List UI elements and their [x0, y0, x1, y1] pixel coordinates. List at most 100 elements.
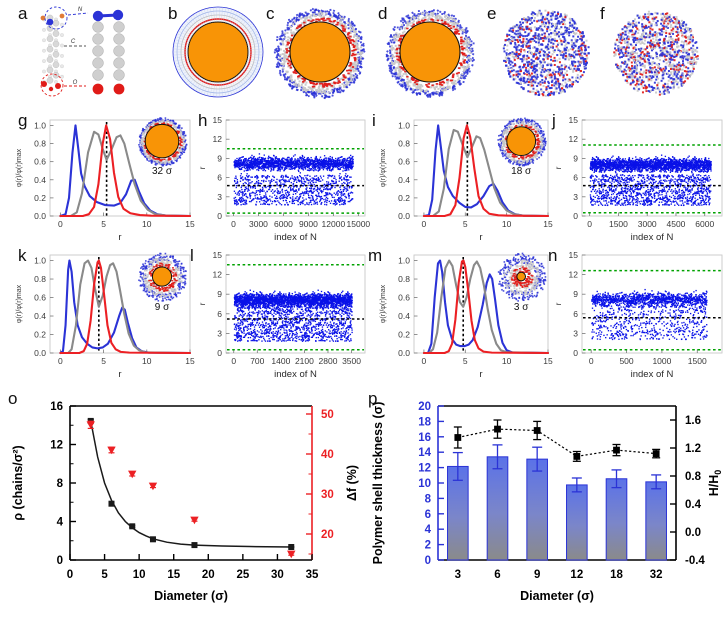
inset-nanoparticle-i — [497, 117, 547, 167]
density-panel-m: 0 5 10 15 r 0.0 0.2 0.4 0.6 0.8 1.0 φ(r)/φ(r)max — [374, 247, 554, 380]
panel-label-p: p — [368, 389, 378, 408]
data-point-cloud — [591, 288, 708, 341]
nanoparticle-f — [613, 10, 699, 96]
overlay-marker — [493, 419, 502, 439]
bar — [566, 477, 588, 561]
svg-text:0.8: 0.8 — [34, 139, 46, 149]
overlay-marker — [533, 420, 542, 441]
density-panel-g: 0 5 10 15 r 0.0 0.2 0.4 0.6 0.8 1.0 φ(r)/φ(r)max — [10, 112, 196, 243]
bar — [447, 451, 469, 561]
series-rho — [87, 417, 295, 551]
svg-text:6: 6 — [217, 173, 222, 183]
svg-text:6000: 6000 — [274, 219, 293, 229]
svg-text:9000: 9000 — [299, 219, 318, 229]
svg-text:3: 3 — [217, 192, 222, 202]
density-curve — [59, 124, 192, 218]
y-axis-label-o: ρ (chains/σ²) — [11, 445, 25, 520]
chart-panel-p: 0 2 4 6 8 10 12 14 16 18 20 Polymer shell thickness… — [366, 392, 728, 616]
svg-text:15: 15 — [185, 219, 195, 229]
overlay-marker — [652, 448, 661, 459]
molecule-structure: N C O — [40, 6, 125, 97]
svg-text:12000: 12000 — [322, 219, 346, 229]
density-curve — [59, 259, 192, 355]
chart-panel-o: 0 5 10 15 20 25 30 35 Diameter (σ) 0 4 8 12 16 ρ (chai… — [6, 392, 364, 616]
y-axis-label: φ(r)/φ(r)max — [16, 284, 23, 323]
svg-text:index of N: index of N — [274, 232, 317, 243]
y-axis-label: φ(r)/φ(r)max — [380, 148, 387, 187]
svg-text:12: 12 — [213, 134, 223, 144]
svg-text:r: r — [118, 232, 121, 243]
panel-label-j: j — [552, 111, 556, 130]
bar — [645, 474, 667, 561]
svg-text:C: C — [71, 39, 76, 45]
density-curve — [422, 124, 550, 218]
scatter-svg-h: 0 3000 6000 9000 12000 15000 index of N 0 3 6 9 12 1… — [197, 115, 371, 243]
y2-axis-label-p: H/H0 — [707, 470, 723, 497]
svg-text:10: 10 — [142, 219, 152, 229]
density-svg-g: 0 5 10 15 r 0.0 0.2 0.4 0.6 0.8 1.0 φ(r)/φ(r)max — [16, 117, 195, 243]
y-axis-label: r — [553, 166, 563, 169]
svg-text:0.0: 0.0 — [34, 211, 46, 221]
density-curve — [422, 124, 550, 218]
nanoparticle-e — [502, 9, 590, 97]
svg-text:0.4: 0.4 — [34, 175, 46, 185]
density-curve — [422, 259, 550, 355]
svg-text:9: 9 — [217, 153, 222, 163]
density-curve — [59, 259, 192, 355]
schematic-row: N C O — [0, 0, 728, 108]
panel-label-g: g — [18, 111, 28, 130]
overlay-marker — [612, 443, 621, 457]
scatter-panel-l: 0 700 1400 2100 2800 3500 index of N 0 3 6 9 12 15 r — [196, 247, 371, 380]
panel-label-b: b — [168, 4, 178, 23]
density-panel-k: 0 5 10 15 r 0.0 0.2 0.4 0.6 0.8 1.0 φ(r)/φ(r)max — [10, 247, 196, 380]
y-axis-label: φ(r)/φ(r)max — [16, 148, 23, 187]
panel-label-n: n — [548, 246, 558, 265]
density-curve — [59, 124, 192, 218]
bar — [605, 469, 628, 561]
inset-size-label: 18 σ — [511, 166, 532, 178]
y-axis-label: r — [197, 302, 207, 305]
svg-text:0.6: 0.6 — [34, 157, 46, 167]
svg-text:N: N — [78, 7, 83, 13]
density-curve — [422, 128, 550, 218]
panel-label-d: d — [378, 4, 388, 23]
y-axis-label: r — [553, 302, 563, 305]
density-curve — [59, 259, 192, 355]
density-curve — [59, 130, 192, 218]
inset-size-label: 32 σ — [151, 166, 173, 178]
density-curve — [422, 259, 550, 355]
svg-text:5: 5 — [101, 219, 106, 229]
data-point-cloud — [589, 154, 712, 207]
panel-label-m: m — [368, 246, 383, 265]
bar — [526, 446, 548, 561]
svg-text:0.2: 0.2 — [34, 193, 46, 203]
inset-nanoparticle-g — [138, 117, 188, 167]
panel-label-o: o — [8, 389, 18, 408]
inset-nanoparticle-k — [138, 252, 187, 302]
svg-text:3000: 3000 — [249, 219, 268, 229]
density-panel-i: 0 5 10 15 r 0.0 0.2 0.4 0.6 0.8 1.0 φ(r)/φ(r)max — [374, 112, 554, 243]
schematic-svg: N C O — [40, 6, 699, 100]
series-delta-f — [86, 420, 296, 559]
data-point-cloud — [233, 289, 353, 342]
panel-label-i: i — [372, 111, 376, 130]
nanoparticle-d — [385, 9, 475, 99]
inset-nanoparticle-m — [497, 252, 547, 302]
nanoparticle-c — [273, 7, 366, 100]
overlay-marker — [572, 450, 581, 462]
panel-label-c: c — [266, 4, 275, 23]
y-axis-label-p: Polymer shell thickness (σ) — [371, 402, 385, 565]
svg-text:0: 0 — [217, 211, 222, 221]
svg-text:15000: 15000 — [347, 219, 371, 229]
nanoparticle-b — [172, 6, 264, 98]
panel-label-e: e — [487, 4, 497, 23]
bar — [486, 444, 509, 561]
panel-label-h: h — [198, 111, 208, 130]
overlay-line — [457, 428, 657, 458]
panel-label-l: l — [190, 246, 194, 265]
